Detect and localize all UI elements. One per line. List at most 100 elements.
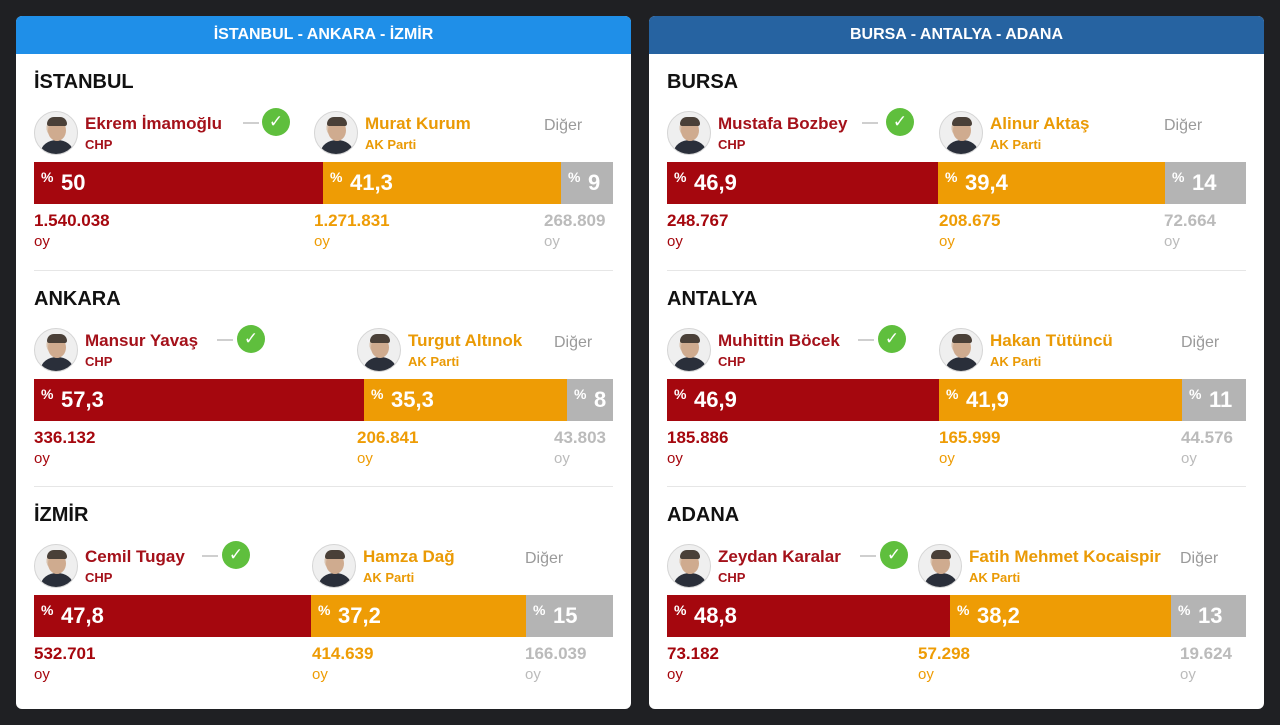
- results-panel-left: İSTANBUL - ANKARA - İZMİR İSTANBUL Ekrem…: [16, 16, 631, 709]
- other-label: Diğer: [1180, 550, 1219, 567]
- candidate-party: AK Parti: [990, 354, 1042, 369]
- vote-unit: oy: [1180, 666, 1196, 683]
- candidate-name: Turgut Altınok: [408, 331, 523, 350]
- candidate-name: Fatih Mehmet Kocaispir: [969, 547, 1161, 566]
- winner-connector: [202, 555, 218, 557]
- bar-segment-other: % 13: [1171, 595, 1246, 637]
- panel-title[interactable]: BURSA - ANTALYA - ADANA: [649, 16, 1264, 54]
- city-results: ANKARA Mansur Yavaş CHP ✓ Turgut Altınok…: [34, 270, 613, 486]
- vote-unit: oy: [939, 233, 955, 250]
- bar-segment-other: % 8: [567, 379, 613, 421]
- candidate-photo: [939, 111, 983, 155]
- bar-segment-chp: % 57,3: [34, 379, 364, 421]
- candidate-party: CHP: [85, 354, 113, 369]
- vote-unit: oy: [357, 450, 373, 467]
- vote-unit: oy: [554, 450, 570, 467]
- city-name: ANTALYA: [667, 288, 758, 310]
- candidate-name: Muhittin Böcek: [718, 331, 840, 350]
- vote-count-akp: 57.298: [918, 644, 970, 663]
- city-results: ANTALYA Muhittin Böcek CHP ✓ Hakan Tütün…: [667, 270, 1246, 486]
- vote-unit: oy: [667, 233, 683, 250]
- candidate-name: Zeydan Karalar: [718, 547, 841, 566]
- candidate-name: Murat Kurum: [365, 114, 471, 133]
- bar-segment-chp: % 46,9: [667, 379, 939, 421]
- vote-unit: oy: [1164, 233, 1180, 250]
- other-label: Diğer: [554, 334, 593, 351]
- candidate-name: Alinur Aktaş: [990, 114, 1090, 133]
- vote-unit: oy: [918, 666, 934, 683]
- bar-segment-chp: % 50: [34, 162, 323, 204]
- candidate-party: AK Parti: [969, 570, 1021, 585]
- winner-connector: [217, 339, 233, 341]
- vote-unit: oy: [667, 666, 683, 683]
- vote-count-akp: 414.639: [312, 644, 374, 663]
- winner-check-icon: ✓: [222, 541, 250, 569]
- candidate-photo: [34, 111, 78, 155]
- candidate-party: AK Parti: [363, 570, 415, 585]
- vote-unit: oy: [314, 233, 330, 250]
- candidate-photo: [667, 111, 711, 155]
- candidate-photo: [667, 544, 711, 588]
- candidate-photo: [34, 544, 78, 588]
- bar-segment-akp: % 41,3: [323, 162, 561, 204]
- candidate-photo: [357, 328, 401, 372]
- vote-count-other: 19.624: [1180, 644, 1232, 663]
- bar-segment-other: % 11: [1182, 379, 1246, 421]
- vote-count-other: 43.803: [554, 428, 606, 447]
- bar-segment-other: % 14: [1165, 162, 1246, 204]
- candidate-photo: [918, 544, 962, 588]
- candidate-party: CHP: [85, 570, 113, 585]
- vote-share-bar: % 47,8 % 37,2 % 15: [34, 595, 613, 637]
- vote-count-chp: 248.767: [667, 211, 729, 230]
- candidate-party: AK Parti: [408, 354, 460, 369]
- city-name: ANKARA: [34, 288, 121, 310]
- candidate-photo: [667, 328, 711, 372]
- candidate-party: CHP: [718, 354, 746, 369]
- vote-count-other: 166.039: [525, 644, 587, 663]
- other-label: Diğer: [544, 117, 583, 134]
- winner-connector: [862, 122, 878, 124]
- vote-unit: oy: [525, 666, 541, 683]
- winner-check-icon: ✓: [878, 325, 906, 353]
- results-panel-right: BURSA - ANTALYA - ADANA BURSA Mustafa Bo…: [649, 16, 1264, 709]
- bar-segment-akp: % 37,2: [311, 595, 526, 637]
- vote-share-bar: % 46,9 % 41,9 % 11: [667, 379, 1246, 421]
- winner-connector: [860, 555, 876, 557]
- candidate-party: AK Parti: [990, 137, 1042, 152]
- vote-count-akp: 1.271.831: [314, 211, 390, 230]
- bar-segment-chp: % 46,9: [667, 162, 938, 204]
- vote-unit: oy: [544, 233, 560, 250]
- vote-count-chp: 1.540.038: [34, 211, 110, 230]
- winner-connector: [243, 122, 259, 124]
- bar-segment-other: % 15: [526, 595, 613, 637]
- panel-title[interactable]: İSTANBUL - ANKARA - İZMİR: [16, 16, 631, 54]
- vote-share-bar: % 57,3 % 35,3 % 8: [34, 379, 613, 421]
- vote-share-bar: % 50 % 41,3 % 9: [34, 162, 613, 204]
- candidate-party: CHP: [718, 570, 746, 585]
- winner-check-icon: ✓: [886, 108, 914, 136]
- bar-segment-akp: % 39,4: [938, 162, 1165, 204]
- bar-segment-akp: % 38,2: [950, 595, 1171, 637]
- city-name: İSTANBUL: [34, 71, 134, 93]
- bar-segment-chp: % 47,8: [34, 595, 311, 637]
- vote-count-chp: 532.701: [34, 644, 96, 663]
- vote-count-chp: 336.132: [34, 428, 96, 447]
- city-results: ADANA Zeydan Karalar CHP ✓ Fatih Mehmet …: [667, 486, 1246, 702]
- candidate-photo: [34, 328, 78, 372]
- candidate-name: Cemil Tugay: [85, 547, 185, 566]
- vote-unit: oy: [939, 450, 955, 467]
- vote-count-akp: 208.675: [939, 211, 1001, 230]
- bar-segment-akp: % 41,9: [939, 379, 1182, 421]
- vote-count-other: 72.664: [1164, 211, 1216, 230]
- candidate-name: Ekrem İmamoğlu: [85, 114, 222, 133]
- candidate-photo: [312, 544, 356, 588]
- vote-share-bar: % 48,8 % 38,2 % 13: [667, 595, 1246, 637]
- other-label: Diğer: [1164, 117, 1203, 134]
- vote-count-akp: 165.999: [939, 428, 1001, 447]
- vote-share-bar: % 46,9 % 39,4 % 14: [667, 162, 1246, 204]
- vote-count-akp: 206.841: [357, 428, 419, 447]
- city-results: BURSA Mustafa Bozbey CHP ✓ Alinur Aktaş …: [667, 54, 1246, 270]
- city-name: BURSA: [667, 71, 739, 93]
- vote-unit: oy: [667, 450, 683, 467]
- city-name: İZMİR: [34, 504, 89, 526]
